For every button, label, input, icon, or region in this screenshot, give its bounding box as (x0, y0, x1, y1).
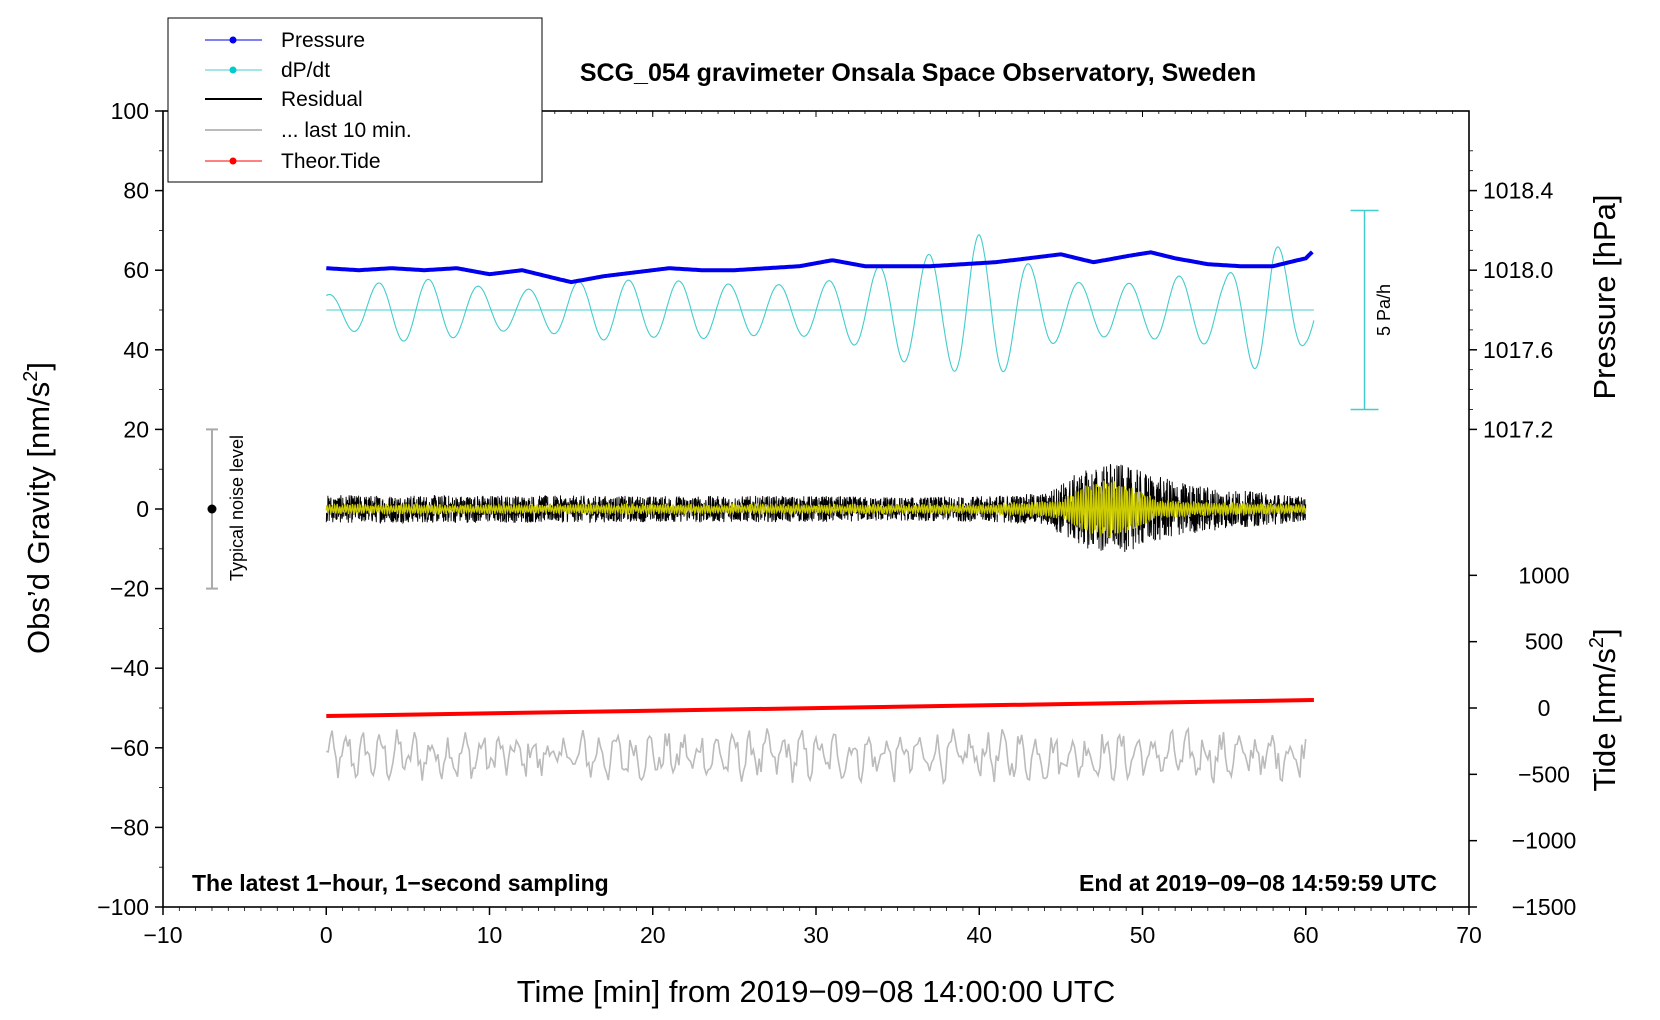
data-layer (325, 234, 1315, 786)
x-tick-label-0: −10 (143, 922, 182, 948)
chart-title: SCG_054 gravimeter Onsala Space Observat… (580, 59, 1256, 87)
series-pressure (325, 250, 1314, 285)
tide-tick-label-0: −1500 (1512, 894, 1577, 920)
tide-tick-label-3: 0 (1538, 695, 1551, 721)
x-tick-label-2: 10 (477, 922, 503, 948)
tide-axis-label: Tide [nm/s2] (1586, 628, 1622, 791)
legend-marker-dpdt (229, 66, 237, 74)
legend-label-tide: Theor.Tide (281, 150, 381, 173)
y-tick-label-0: −100 (97, 894, 149, 920)
legend-marker-pressure (229, 36, 237, 44)
tide-tick-label-4: 500 (1525, 629, 1563, 655)
legend-item-dpdt: dP/dt (205, 59, 330, 82)
series-residual (325, 464, 1307, 553)
legend: Pressure dP/dt Residual ... last 10 min.… (167, 17, 543, 183)
tide-tick-label-2: −500 (1518, 761, 1570, 787)
legend-item-tide: Theor.Tide (205, 150, 381, 173)
tide-tick-label-5: 1000 (1518, 562, 1569, 588)
x-tick-label-6: 50 (1130, 922, 1156, 948)
series-dpdt (326, 234, 1315, 373)
x-tick-label-5: 40 (966, 922, 992, 948)
y-tick-label-5: 0 (136, 496, 149, 522)
scale-bar-label: 5 Pa/h (1374, 284, 1394, 336)
footer-left: The latest 1−hour, 1−second sampling (192, 870, 609, 896)
tick-layer: −10 0 10 20 30 40 50 60 70−100−80−60−40−20020406… (97, 98, 1576, 948)
y-tick-label-9: 80 (123, 178, 149, 204)
noise-indicator: Typical noise level (205, 428, 247, 590)
x-tick-label-3: 20 (640, 922, 666, 948)
legend-label-residual: Residual (281, 88, 363, 111)
pressure-tick-label-0: 1017.2 (1483, 416, 1553, 442)
legend-item-last-10-min: ... last 10 min. (205, 119, 412, 142)
legend-label-dpdt: dP/dt (281, 59, 330, 82)
x-tick-label-4: 30 (803, 922, 829, 948)
legend-item-pressure: Pressure (205, 29, 365, 52)
x-tick-label-1: 0 (320, 922, 333, 948)
x-axis-label: Time [min] from 2019−09−08 14:00:00 UTC (517, 974, 1116, 1009)
legend-label-last-10-min: ... last 10 min. (281, 119, 412, 142)
legend-marker-tide (229, 157, 237, 165)
y-tick-label-8: 60 (123, 257, 149, 283)
footer-right: End at 2019−09−08 14:59:59 UTC (1079, 870, 1437, 896)
noise-label: Typical noise level (227, 435, 247, 581)
pressure-tick-label-3: 1018.4 (1483, 178, 1554, 204)
legend-label-pressure: Pressure (281, 29, 365, 52)
legend-item-residual: Residual (205, 88, 363, 111)
y-tick-label-4: −20 (110, 576, 149, 602)
y-tick-label-7: 40 (123, 337, 149, 363)
noise-dot (207, 504, 217, 514)
pressure-tick-label-1: 1017.6 (1483, 337, 1553, 363)
series-last-10-min (326, 726, 1307, 786)
y-tick-label-3: −40 (110, 655, 149, 681)
plot-frame (162, 110, 1470, 908)
y-tick-label-2: −60 (110, 735, 149, 761)
series-theor-tide (326, 698, 1314, 718)
pressure-tick-label-2: 1018.0 (1483, 257, 1553, 283)
y-tick-label-6: 20 (123, 416, 149, 442)
y-axis-label: Obs’d Gravity [nm/s2] (20, 362, 56, 654)
tide-tick-label-1: −1000 (1512, 828, 1577, 854)
y-tick-label-1: −80 (110, 814, 149, 840)
scale-bar: 5 Pa/h (1350, 209, 1394, 411)
x-tick-label-7: 60 (1293, 922, 1319, 948)
y-tick-label-10: 100 (111, 98, 149, 124)
x-tick-label-8: 70 (1456, 922, 1482, 948)
pressure-axis-label: Pressure [hPa] (1587, 194, 1622, 399)
series-filtered-residual (325, 480, 1307, 538)
